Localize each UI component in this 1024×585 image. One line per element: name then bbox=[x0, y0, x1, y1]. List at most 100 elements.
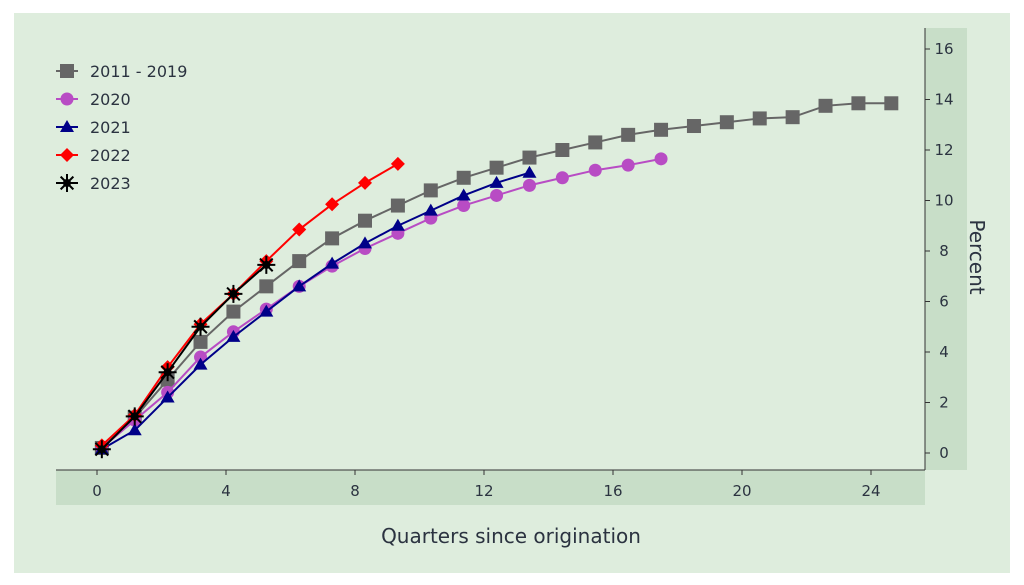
data-point bbox=[226, 329, 241, 342]
data-point bbox=[851, 96, 866, 111]
x-tick-label: 20 bbox=[732, 482, 751, 500]
star-center bbox=[63, 179, 71, 187]
series-2011to2019 bbox=[94, 96, 899, 455]
y-tick-label: 10 bbox=[934, 192, 953, 210]
data-point bbox=[160, 390, 175, 403]
data-point bbox=[226, 304, 241, 319]
star-center bbox=[229, 289, 238, 298]
data-point bbox=[489, 175, 504, 188]
data-point bbox=[785, 110, 800, 125]
star-center bbox=[262, 260, 271, 269]
series-2023 bbox=[92, 255, 276, 459]
x-tick-label: 12 bbox=[474, 482, 493, 500]
data-point bbox=[92, 440, 111, 459]
data-point bbox=[325, 197, 340, 212]
series-2021 bbox=[94, 165, 537, 455]
data-point bbox=[292, 279, 307, 292]
y-axis-band bbox=[925, 28, 967, 470]
x-tick-label: 0 bbox=[92, 482, 102, 500]
data-point bbox=[588, 135, 603, 150]
data-point bbox=[191, 317, 210, 336]
legend-item-2020: 2020 bbox=[56, 90, 131, 109]
legend-marker bbox=[60, 92, 74, 106]
y-tick-label: 12 bbox=[934, 141, 953, 159]
legend-marker bbox=[60, 148, 74, 162]
data-point bbox=[456, 170, 471, 185]
legend-item-2021: 2021 bbox=[56, 118, 131, 137]
data-point bbox=[259, 304, 274, 317]
data-point bbox=[224, 284, 243, 303]
data-point bbox=[259, 279, 274, 294]
legend-marker bbox=[58, 174, 76, 192]
series-2020 bbox=[95, 152, 668, 455]
data-point bbox=[752, 111, 767, 126]
x-tick-label: 4 bbox=[221, 482, 231, 500]
data-point bbox=[621, 158, 635, 172]
legend-label: 2011 - 2019 bbox=[90, 62, 187, 81]
data-point bbox=[292, 254, 307, 269]
star-center bbox=[97, 445, 106, 454]
y-tick-label: 14 bbox=[934, 91, 953, 109]
data-point bbox=[555, 143, 570, 157]
legend-item-2011to2019: 2011 - 2019 bbox=[56, 62, 187, 81]
x-axis-label: Quarters since origination bbox=[381, 524, 641, 548]
legend-marker bbox=[60, 64, 74, 78]
data-point bbox=[522, 165, 537, 178]
data-point bbox=[158, 363, 177, 382]
x-tick-label: 24 bbox=[861, 482, 880, 500]
legend-marker bbox=[60, 120, 74, 132]
data-point bbox=[555, 171, 569, 185]
data-point bbox=[390, 198, 405, 213]
data-point bbox=[423, 183, 438, 198]
star-center bbox=[130, 412, 139, 421]
legend-item-2022: 2022 bbox=[56, 146, 131, 165]
data-point bbox=[654, 152, 668, 166]
x-axis-band bbox=[56, 470, 925, 505]
series-line bbox=[101, 163, 399, 447]
data-point bbox=[490, 188, 504, 202]
data-point bbox=[686, 119, 701, 134]
data-point bbox=[884, 96, 899, 111]
data-point bbox=[719, 115, 734, 130]
y-tick-label: 2 bbox=[939, 394, 949, 412]
y-tick-label: 8 bbox=[939, 242, 949, 260]
data-point bbox=[390, 218, 405, 231]
data-point bbox=[522, 150, 537, 165]
data-point bbox=[357, 213, 372, 228]
data-point bbox=[457, 199, 471, 213]
legend-item-2023: 2023 bbox=[56, 174, 131, 193]
data-point bbox=[127, 423, 142, 436]
y-tick-label: 16 bbox=[934, 40, 953, 58]
data-point bbox=[456, 188, 471, 201]
data-point bbox=[818, 98, 833, 113]
legend-label: 2020 bbox=[90, 90, 131, 109]
series-line bbox=[101, 102, 892, 449]
data-point bbox=[654, 122, 669, 137]
data-point bbox=[125, 407, 144, 426]
star-center bbox=[163, 368, 172, 377]
x-tick-label: 8 bbox=[350, 482, 360, 500]
data-point bbox=[194, 350, 208, 364]
data-point bbox=[257, 255, 276, 274]
data-point bbox=[357, 236, 372, 249]
series-line bbox=[101, 171, 530, 451]
data-point bbox=[325, 231, 340, 246]
data-point bbox=[292, 222, 307, 237]
data-point bbox=[489, 160, 504, 175]
legend-label: 2021 bbox=[90, 118, 131, 137]
data-point bbox=[390, 156, 405, 171]
data-point bbox=[325, 256, 340, 269]
data-point bbox=[522, 178, 536, 192]
y-tick-label: 0 bbox=[939, 444, 949, 462]
y-axis-label: Percent bbox=[965, 219, 989, 294]
star-center bbox=[196, 322, 205, 331]
data-point bbox=[621, 127, 636, 142]
legend-label: 2022 bbox=[90, 146, 131, 165]
y-tick-label: 6 bbox=[939, 293, 949, 311]
data-point bbox=[588, 163, 602, 177]
data-point bbox=[423, 203, 438, 216]
data-point bbox=[193, 334, 208, 349]
data-point bbox=[193, 357, 208, 370]
legend-label: 2023 bbox=[90, 174, 131, 193]
